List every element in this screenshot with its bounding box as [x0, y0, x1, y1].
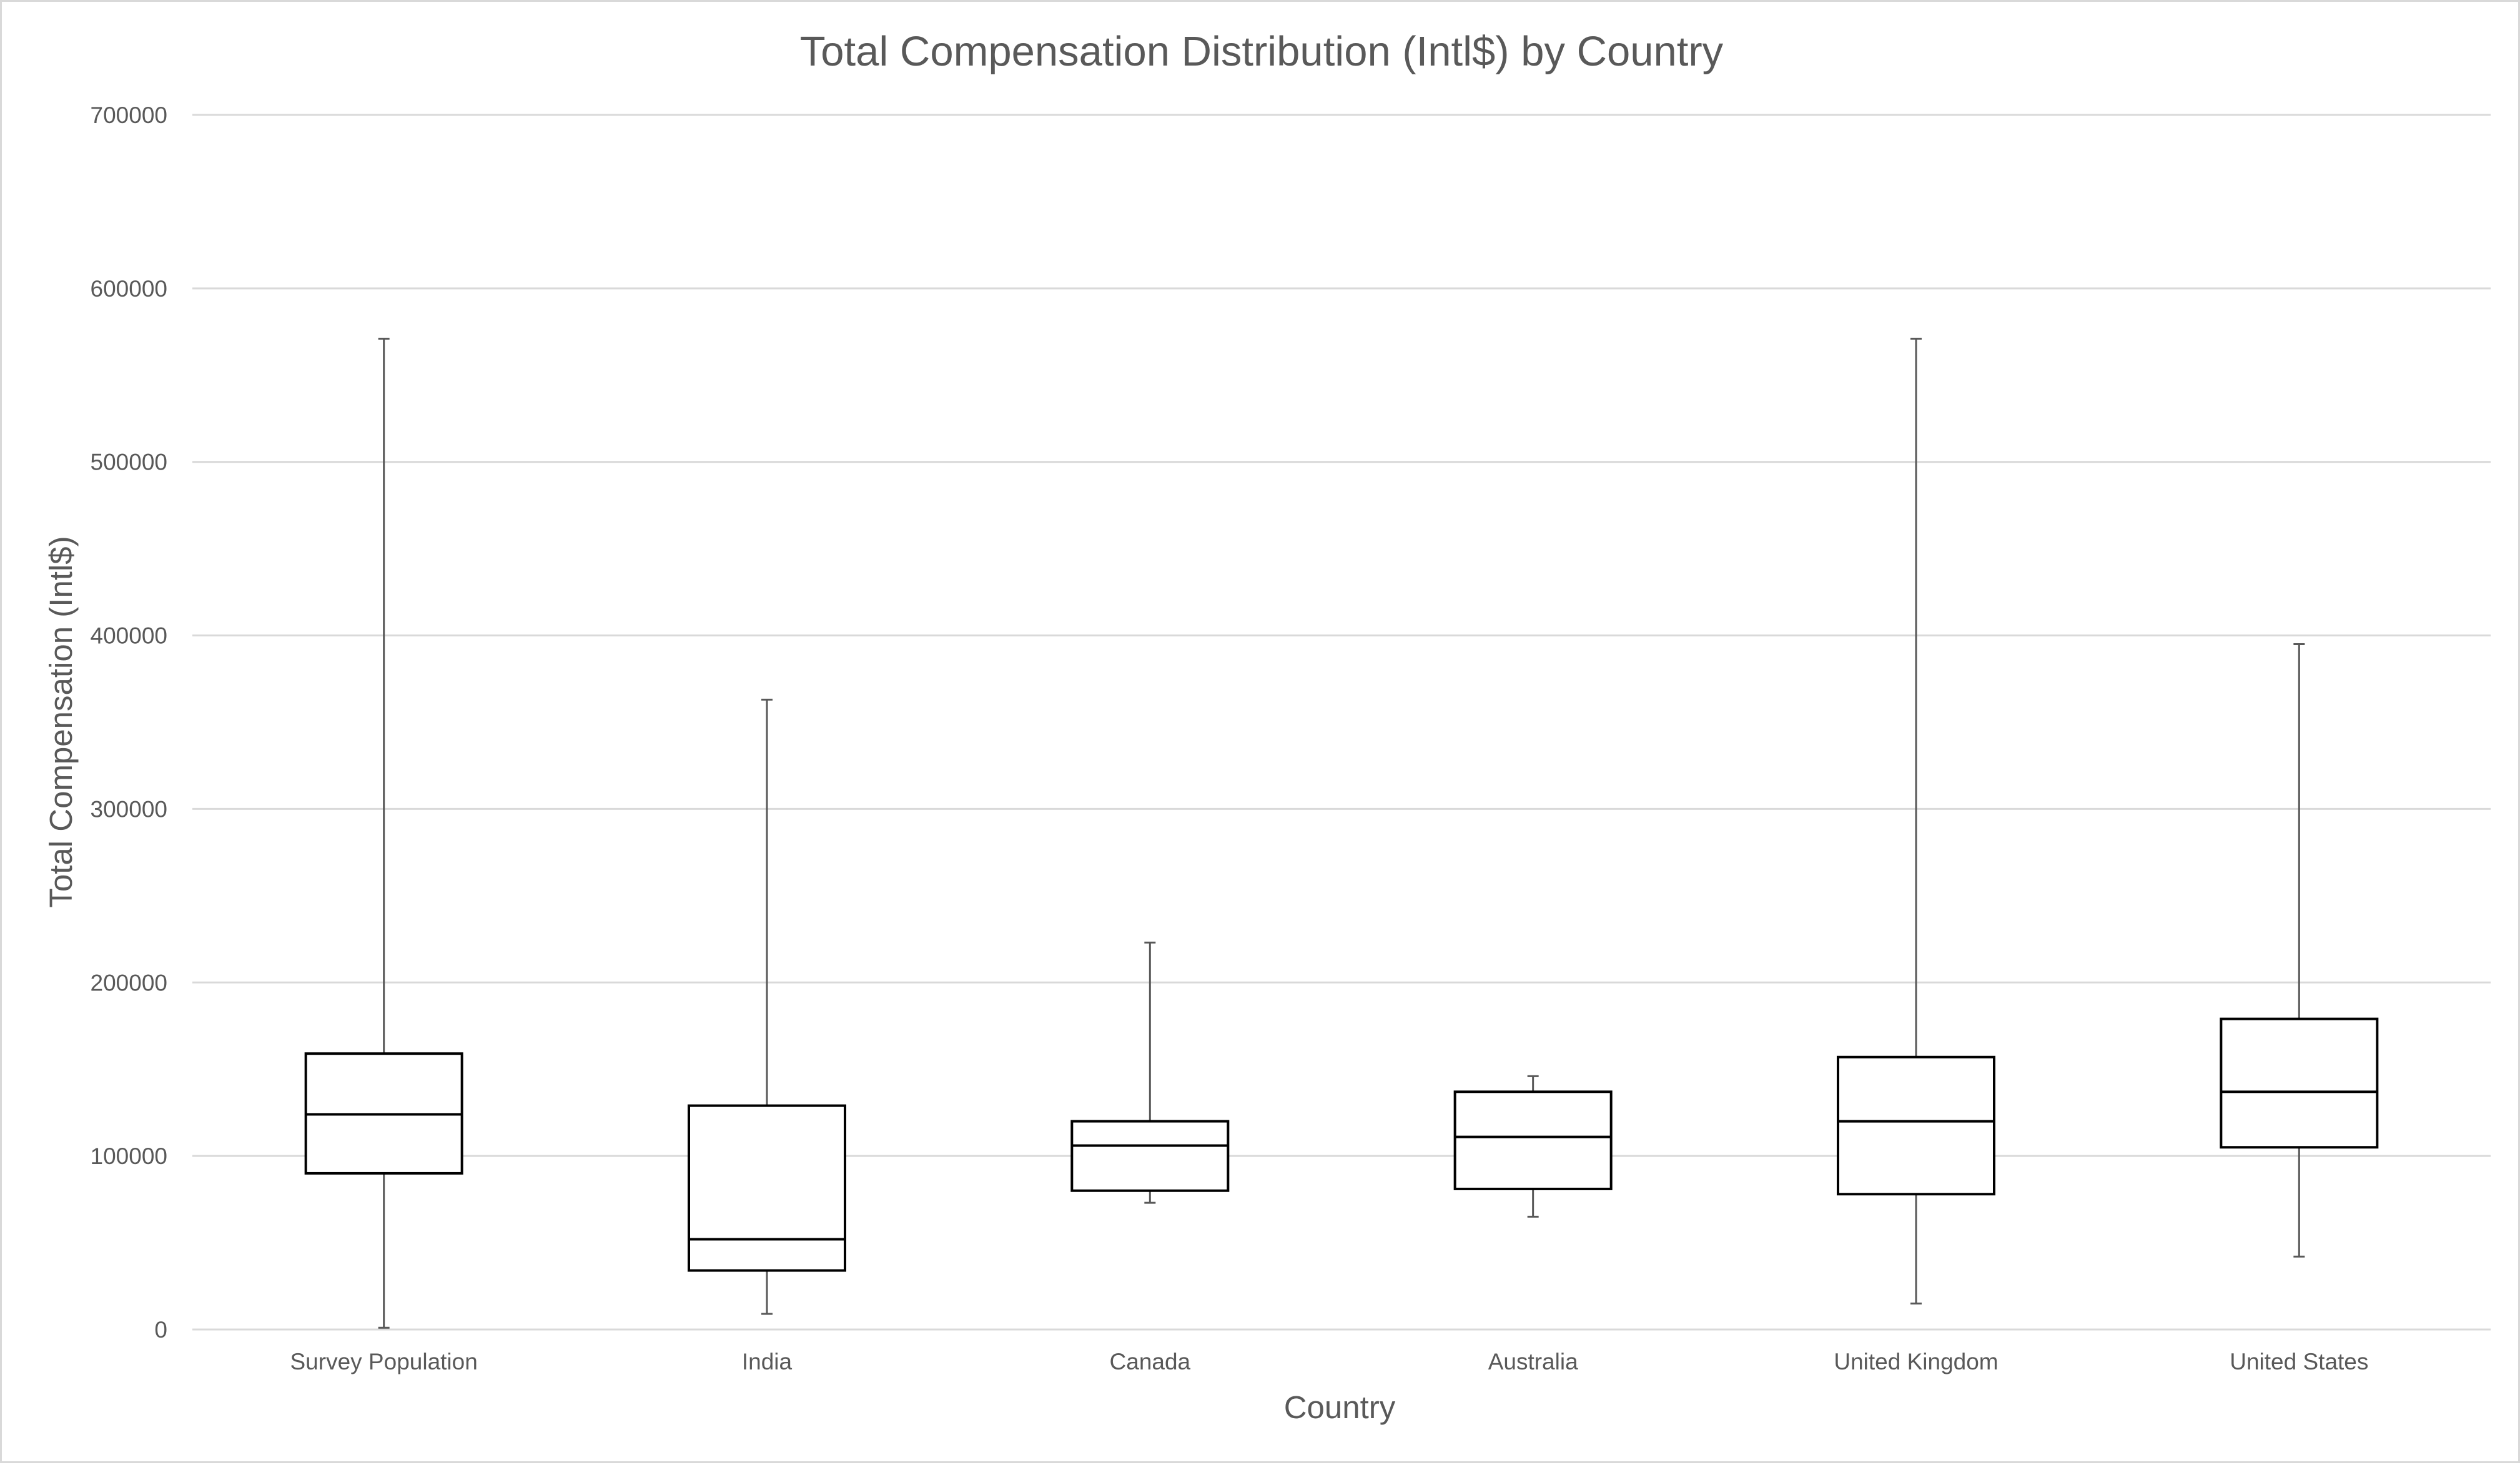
gridlines	[192, 114, 2491, 1331]
box-plots	[304, 337, 2379, 1329]
y-tick-label: 600000	[91, 276, 167, 302]
y-axis-ticks: 0 100000 200000 300000 400000 500000 600000 700…	[91, 102, 167, 1343]
iqr-box	[1837, 1055, 1995, 1196]
iqr-box	[2220, 1017, 2379, 1149]
y-tick-label: 0	[154, 1317, 167, 1343]
y-tick-label: 300000	[91, 796, 167, 822]
iqr-box	[1070, 1120, 1230, 1192]
y-tick-label: 100000	[91, 1143, 167, 1169]
box-plot	[688, 698, 846, 1315]
y-tick-label: 500000	[91, 450, 167, 475]
x-tick-label: Survey Population	[290, 1349, 478, 1374]
x-tick-label: Canada	[1110, 1349, 1191, 1374]
x-axis-title: Country	[1284, 1389, 1396, 1425]
x-tick-label: Australia	[1488, 1349, 1578, 1374]
iqr-box	[688, 1104, 846, 1272]
iqr-box	[1453, 1090, 1613, 1190]
y-tick-label: 400000	[91, 623, 167, 649]
chart-title: Total Compensation Distribution (Intl$) …	[800, 28, 1724, 75]
box-plot	[1070, 941, 1230, 1204]
box-plot	[304, 337, 463, 1329]
x-axis-ticks: Survey Population India Canada Australia Uni…	[290, 1349, 2369, 1374]
x-tick-label: India	[742, 1349, 793, 1374]
x-tick-label: United States	[2230, 1349, 2368, 1374]
box-plot	[1837, 337, 1995, 1305]
y-axis-title: Total Compensation (Intl$)	[43, 536, 79, 907]
y-tick-label: 200000	[91, 970, 167, 995]
box-plot	[2220, 643, 2379, 1258]
x-tick-label: United Kingdom	[1834, 1349, 1998, 1374]
y-tick-label: 700000	[91, 102, 167, 128]
box-plot	[1453, 1075, 1613, 1218]
